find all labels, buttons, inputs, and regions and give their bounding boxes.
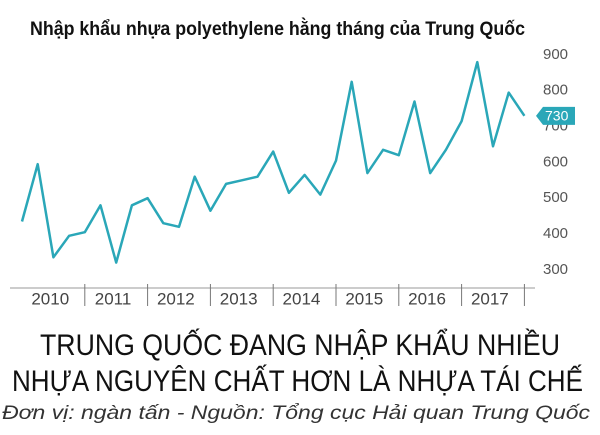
headline: TRUNG QUỐC ĐANG NHẬP KHẨU NHIỀU (40, 328, 560, 362)
x-tick-label: 2012 (157, 289, 195, 308)
y-tick-label: 600 (543, 153, 568, 170)
y-tick-label: 400 (543, 225, 568, 242)
y-tick-label: 800 (543, 82, 568, 99)
source: Đơn vị: ngàn tấn - Nguồn: Tổng cục Hải q… (2, 403, 591, 424)
x-tick-label: 2013 (220, 289, 258, 308)
end-label-box (536, 106, 575, 125)
x-tick-label: 2016 (408, 289, 446, 308)
headline: NHỰA NGUYÊN CHẤT HƠN LÀ NHỰA TÁI CHẾ (12, 364, 583, 398)
chart-title: Nhập khẩu nhựa polyethylene hằng tháng c… (30, 18, 525, 40)
x-tick-label: 2015 (345, 289, 383, 308)
y-tick-label: 500 (543, 189, 568, 206)
x-tick-label: 2010 (31, 289, 69, 308)
y-tick-label: 900 (543, 46, 568, 63)
y-tick-label: 300 (543, 261, 568, 278)
end-label: 730 (545, 108, 569, 124)
x-tick-label: 2014 (283, 289, 321, 308)
line (20, 60, 526, 264)
x-tick-label: 2017 (471, 289, 509, 308)
x-tick-label: 2011 (95, 289, 132, 308)
